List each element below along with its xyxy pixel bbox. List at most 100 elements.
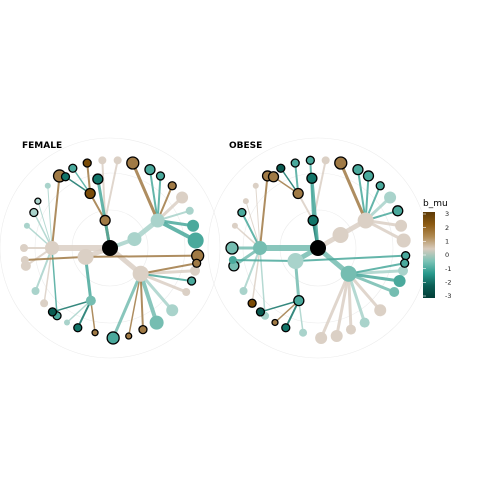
tree-edge	[139, 272, 144, 331]
tree-node	[389, 287, 400, 297]
color-legend: b_mu 3 2 1 0 -1 -2 -3	[423, 199, 451, 300]
tree-edge	[138, 271, 159, 325]
tree-node	[64, 319, 70, 326]
tree-edge	[127, 272, 142, 337]
tree-node	[393, 274, 406, 287]
tree-node	[292, 187, 304, 200]
tree-node	[166, 304, 179, 317]
tree-node	[85, 295, 96, 306]
tree-edge	[255, 185, 261, 249]
panel-title-obese: OBESE	[229, 141, 262, 151]
tree-node	[23, 222, 30, 229]
tree-edge	[259, 174, 269, 249]
tree-edge	[139, 269, 197, 276]
tree-edge	[339, 161, 368, 222]
tree-edge	[245, 200, 261, 249]
tree-node	[125, 332, 133, 340]
tree-edge	[148, 168, 159, 222]
tree-node	[192, 258, 202, 268]
tree-node	[132, 265, 149, 282]
tree-node	[225, 241, 239, 255]
tree-node	[60, 172, 71, 182]
tree-node	[98, 156, 107, 165]
tree-node	[271, 318, 279, 327]
tree-edge	[231, 258, 297, 262]
tree-node	[92, 173, 104, 185]
panel-title-female: FEMALE	[22, 141, 62, 151]
panel-female	[0, 137, 221, 359]
tree-node	[190, 265, 201, 276]
tree-node	[40, 299, 49, 308]
tree-node	[228, 255, 237, 264]
tree-node	[305, 155, 315, 165]
tree-node	[31, 287, 40, 295]
tree-node	[252, 182, 259, 189]
tree-node	[176, 191, 189, 204]
tree-node	[185, 206, 194, 215]
tree-edge	[76, 299, 92, 329]
radial-ring	[0, 137, 221, 359]
legend-tick-label: 0	[445, 251, 449, 259]
tree-edge	[139, 272, 193, 282]
tree-node	[315, 331, 328, 344]
tree-node	[187, 232, 204, 249]
tree-node	[334, 156, 348, 170]
tree-root-node	[310, 240, 326, 256]
legend-tick-label: 1	[445, 238, 449, 246]
tree-edge	[47, 185, 53, 249]
legend-tick-label: -1	[445, 265, 451, 273]
tree-node	[384, 191, 397, 204]
legend-colorbar	[423, 212, 435, 298]
tree-node	[281, 323, 291, 333]
tree-node	[45, 241, 59, 255]
tree-node	[237, 207, 247, 218]
tree-edge	[104, 159, 119, 222]
tree-edge	[347, 272, 353, 332]
tree-node	[287, 253, 304, 269]
tree-node	[352, 163, 364, 176]
tree-node	[253, 241, 267, 255]
tree-node	[276, 163, 286, 173]
tree-node	[106, 331, 120, 345]
tree-edge	[34, 247, 53, 292]
tree-edge	[51, 299, 92, 313]
tree-edge	[347, 272, 367, 325]
tree-edge	[310, 176, 320, 250]
tree-node	[68, 163, 78, 173]
tree-edge	[139, 272, 188, 294]
panel-obese	[207, 137, 429, 359]
tree-edge	[347, 269, 405, 276]
legend-tick-label: -3	[445, 292, 451, 300]
tree-edge	[242, 247, 261, 292]
tree-edge	[347, 272, 396, 294]
tree-node	[20, 255, 29, 264]
tree-node	[359, 317, 370, 328]
tree-node	[239, 287, 248, 295]
tree-node	[400, 258, 410, 268]
tree-edge	[251, 247, 261, 305]
tree-edge	[131, 161, 160, 222]
tree-node	[293, 294, 305, 307]
tree-node	[47, 307, 58, 317]
tree-node	[34, 197, 42, 205]
tree-edge	[84, 254, 199, 258]
tree-node	[362, 170, 375, 182]
tree-node	[29, 207, 39, 218]
tree-node	[91, 329, 99, 337]
tree-node	[82, 158, 92, 168]
tree-node	[150, 213, 165, 228]
tree-node	[267, 171, 280, 183]
tree-node	[392, 205, 404, 217]
tree-node	[44, 182, 51, 189]
tree-edge	[111, 272, 143, 340]
tree-edge	[356, 168, 367, 222]
tree-edge	[319, 272, 351, 340]
tree-node	[398, 265, 409, 276]
tree-node	[290, 158, 300, 168]
tree-edge	[37, 200, 53, 249]
tree-node	[395, 219, 408, 232]
tree-node	[84, 187, 96, 200]
tree-node	[155, 171, 166, 181]
tree-node	[374, 304, 387, 317]
